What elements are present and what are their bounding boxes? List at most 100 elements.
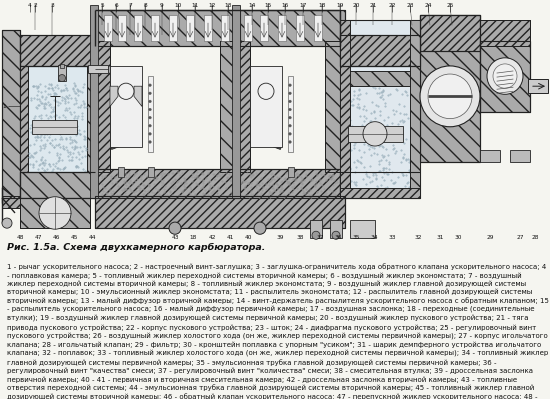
Bar [420, 15, 480, 162]
Bar [235, 10, 345, 45]
Text: 41: 41 [226, 235, 234, 240]
Bar [58, 65, 66, 81]
Bar [480, 20, 530, 45]
Bar [410, 20, 420, 198]
Text: 21: 21 [369, 3, 377, 8]
Circle shape [487, 58, 523, 94]
Bar [232, 5, 240, 198]
Bar [350, 220, 375, 238]
Bar [348, 126, 403, 142]
Bar [220, 41, 235, 172]
Text: 14: 14 [248, 3, 256, 8]
Bar [2, 30, 20, 198]
Text: 3: 3 [50, 3, 54, 8]
Circle shape [148, 100, 151, 103]
Text: 27: 27 [516, 235, 524, 240]
Bar [95, 10, 240, 45]
Circle shape [148, 92, 151, 95]
Bar [244, 15, 252, 41]
Bar [235, 41, 250, 172]
Text: 11: 11 [191, 3, 199, 8]
Circle shape [258, 83, 274, 99]
Bar [148, 76, 153, 152]
Bar [111, 136, 142, 150]
Bar [420, 15, 480, 162]
Circle shape [289, 108, 292, 111]
Text: 38: 38 [296, 235, 304, 240]
Text: 36: 36 [334, 235, 342, 240]
Bar [110, 66, 142, 147]
Circle shape [289, 92, 292, 95]
Circle shape [254, 222, 266, 234]
Bar [250, 136, 282, 150]
Text: 48: 48 [16, 235, 24, 240]
Text: 29: 29 [486, 235, 494, 240]
Bar [95, 196, 345, 228]
Text: 1 - рычаг ускорительного насоса; 2 - настроечный винт-заглушка; 3 - заглушка-огр: 1 - рычаг ускорительного насоса; 2 - нас… [7, 263, 548, 399]
Bar [104, 15, 112, 41]
Bar [32, 120, 77, 134]
Circle shape [420, 66, 480, 127]
Text: 28: 28 [531, 235, 539, 240]
Bar [260, 15, 268, 41]
Bar [20, 36, 95, 66]
Bar [235, 41, 250, 172]
Bar [314, 15, 322, 41]
Text: 24: 24 [424, 3, 432, 8]
Text: 40: 40 [244, 235, 252, 240]
Text: 46: 46 [52, 235, 60, 240]
Circle shape [148, 141, 151, 143]
Bar [340, 20, 420, 198]
Circle shape [289, 132, 292, 135]
Bar [288, 76, 293, 152]
Bar [296, 15, 304, 41]
Bar [90, 5, 98, 198]
Text: 12: 12 [208, 3, 216, 8]
Bar [2, 196, 20, 208]
Text: 18: 18 [189, 235, 197, 240]
Text: 18: 18 [318, 3, 326, 8]
Text: 8: 8 [143, 3, 147, 8]
Text: 2: 2 [33, 3, 37, 8]
Circle shape [428, 74, 472, 119]
Bar [88, 65, 108, 73]
Circle shape [148, 108, 151, 111]
Text: 20: 20 [352, 3, 360, 8]
Text: 15: 15 [265, 3, 272, 8]
Bar [20, 172, 95, 198]
Circle shape [363, 122, 387, 146]
Bar [325, 41, 340, 172]
Bar [95, 196, 345, 228]
Text: 6: 6 [114, 3, 118, 8]
Circle shape [39, 197, 71, 229]
Bar [221, 15, 229, 41]
Circle shape [289, 84, 292, 87]
Bar [151, 15, 159, 41]
Bar [235, 10, 345, 45]
Polygon shape [110, 86, 118, 107]
Bar [528, 79, 548, 93]
Bar [340, 36, 420, 66]
Bar [20, 198, 90, 228]
Circle shape [2, 218, 12, 228]
Text: 13: 13 [224, 3, 232, 8]
Bar [95, 10, 240, 45]
Bar [2, 30, 20, 198]
Circle shape [148, 117, 151, 119]
Text: 32: 32 [414, 235, 422, 240]
Circle shape [58, 75, 65, 82]
Text: 1: 1 [2, 104, 6, 109]
Bar [288, 167, 294, 178]
Bar [340, 188, 420, 198]
Text: 34: 34 [370, 235, 378, 240]
Circle shape [289, 141, 292, 143]
Bar [186, 15, 194, 41]
Bar [20, 66, 28, 172]
Bar [235, 169, 340, 198]
Circle shape [312, 231, 320, 239]
Bar [87, 66, 95, 172]
Text: 5: 5 [100, 3, 104, 8]
Bar [480, 20, 530, 45]
Text: 19: 19 [336, 3, 344, 8]
Text: 17: 17 [299, 3, 307, 8]
